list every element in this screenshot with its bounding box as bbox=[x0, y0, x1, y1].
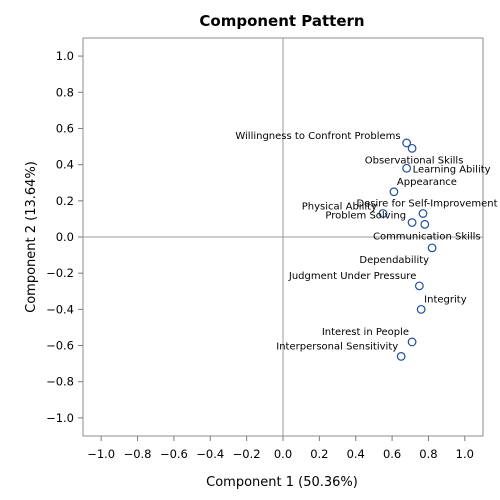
data-point bbox=[407, 337, 417, 347]
x-axis-label: Component 1 (50.36%) bbox=[206, 475, 358, 490]
point-label: Willingness to Confront Problems bbox=[235, 131, 400, 142]
point-label: Observational Skills bbox=[365, 155, 464, 166]
data-point bbox=[402, 138, 412, 148]
y-tick-label: −0.4 bbox=[46, 302, 74, 316]
x-tick-label: −1.0 bbox=[87, 447, 115, 461]
x-tick-label: 0.6 bbox=[383, 447, 401, 461]
y-tick-label: 0.6 bbox=[56, 121, 74, 135]
data-point bbox=[378, 209, 388, 218]
y-tick-label: −0.8 bbox=[46, 375, 74, 389]
chart-title: Component Pattern bbox=[199, 12, 364, 30]
x-axis: −1.0 −0.8 −0.6 −0.4 −0.2 0.0 0.2 0.4 0.6 0.8 1.0 bbox=[87, 436, 474, 461]
y-tick-label: −0.2 bbox=[46, 266, 74, 280]
point-label: Appearance bbox=[397, 177, 457, 188]
point-label: Desire for Self-Improvement bbox=[356, 198, 497, 209]
point-label: Learning Ability bbox=[413, 164, 491, 175]
point-label: Judgment Under Pressure bbox=[288, 271, 416, 282]
data-point bbox=[420, 219, 430, 229]
y-tick-label: 1.0 bbox=[56, 49, 74, 63]
y-tick-label: −1.0 bbox=[46, 411, 74, 425]
point-label: Problem Solving bbox=[325, 211, 406, 222]
x-tick-label: 0.2 bbox=[310, 447, 328, 461]
data-point bbox=[427, 243, 437, 253]
x-tick-label: −0.6 bbox=[160, 447, 188, 461]
x-tick-label: 0.8 bbox=[419, 447, 437, 461]
data-point bbox=[416, 304, 426, 314]
x-tick-label: −0.4 bbox=[196, 447, 224, 461]
data-point bbox=[414, 281, 424, 291]
point-label: Interest in People bbox=[322, 327, 409, 338]
point-label: Integrity bbox=[424, 294, 467, 305]
data-point bbox=[418, 209, 428, 218]
point-label: Interpersonal Sensitivity bbox=[276, 341, 398, 352]
x-tick-label: 0.0 bbox=[274, 447, 292, 461]
y-tick-label: 0.8 bbox=[56, 85, 74, 99]
y-tick-label: 0.4 bbox=[56, 158, 74, 172]
y-tick-label: −0.6 bbox=[46, 339, 74, 353]
data-point bbox=[402, 163, 412, 173]
x-tick-label: 1.0 bbox=[456, 447, 474, 461]
data-point bbox=[389, 187, 399, 197]
data-point bbox=[396, 352, 406, 361]
point-label: Communication Skills bbox=[373, 231, 481, 242]
data-points: Willingness to Confront Problems Observat… bbox=[235, 131, 498, 361]
point-label: Dependability bbox=[359, 255, 429, 266]
data-point bbox=[407, 218, 417, 227]
x-tick-label: 0.4 bbox=[347, 447, 365, 461]
x-tick-label: −0.8 bbox=[124, 447, 152, 461]
y-tick-label: 0.0 bbox=[56, 230, 74, 244]
y-axis-label: Component 2 (13.64%) bbox=[24, 161, 39, 313]
y-axis: −1.0 −0.8 −0.6 −0.4 −0.2 0.0 0.2 0.4 0.6 0.8 1.0 bbox=[46, 49, 83, 425]
point-label: Physical Ability bbox=[302, 201, 377, 212]
data-point bbox=[407, 143, 417, 153]
y-tick-label: 0.2 bbox=[56, 194, 74, 208]
x-tick-label: −0.2 bbox=[233, 447, 261, 461]
